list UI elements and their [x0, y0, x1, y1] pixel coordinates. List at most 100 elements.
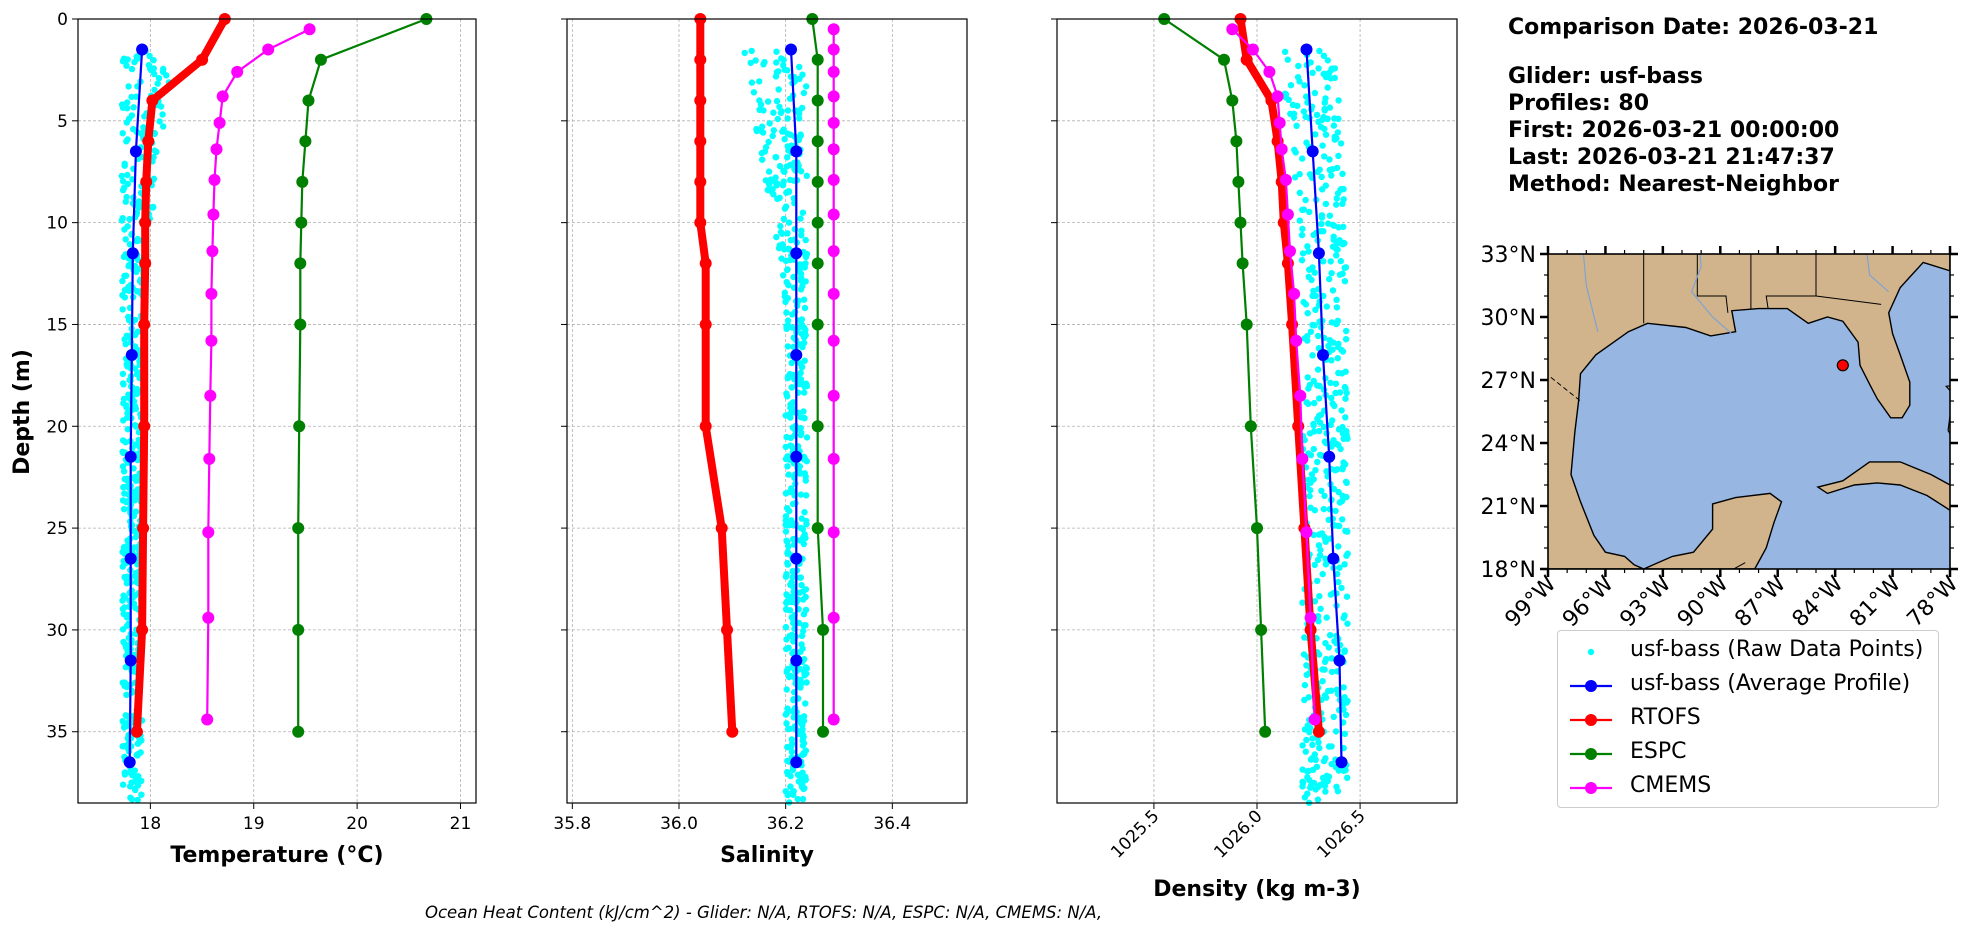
glider-avg-point	[125, 349, 138, 361]
raw-data-point	[1320, 757, 1328, 765]
raw-data-point	[776, 103, 783, 111]
raw-data-point	[1335, 426, 1343, 433]
espc-point	[1244, 420, 1257, 433]
raw-data-point	[741, 49, 748, 57]
cmems-point	[303, 23, 316, 36]
raw-data-point	[798, 330, 805, 338]
raw-data-point	[1311, 399, 1318, 407]
raw-data-point	[1337, 140, 1345, 147]
raw-data-point	[802, 593, 809, 601]
raw-data-point	[1327, 75, 1335, 82]
raw-data-point	[1296, 170, 1303, 178]
raw-data-point	[1320, 258, 1327, 265]
raw-data-point	[794, 795, 801, 803]
raw-data-point	[121, 294, 128, 301]
raw-data-point	[1309, 352, 1316, 359]
raw-data-point	[798, 632, 806, 639]
raw-data-point	[1298, 231, 1306, 239]
raw-data-point	[1289, 101, 1297, 109]
raw-data-point	[1303, 671, 1311, 678]
raw-data-point	[1299, 599, 1306, 606]
raw-data-point	[124, 99, 131, 106]
glider-avg-point	[1312, 247, 1325, 260]
raw-data-point	[123, 476, 130, 484]
raw-data-point	[1303, 399, 1310, 406]
rtofs-point	[142, 135, 155, 148]
raw-data-point	[1326, 337, 1334, 344]
raw-data-point	[124, 537, 131, 544]
raw-data-point	[790, 696, 797, 704]
raw-data-point	[784, 549, 792, 556]
legend-symbol-cmems	[1570, 782, 1612, 794]
raw-data-point	[799, 742, 807, 749]
raw-data-point	[124, 136, 131, 143]
espc-point	[294, 318, 307, 331]
raw-data-point	[789, 615, 796, 622]
raw-data-point	[1307, 487, 1314, 494]
raw-data-point	[759, 156, 766, 163]
raw-data-point	[1305, 694, 1313, 701]
glider-name: Glider: usf-bass	[1508, 64, 1703, 89]
y-tick-label: 20	[46, 417, 68, 437]
raw-data-point	[1314, 366, 1322, 373]
espc-point	[299, 135, 312, 148]
raw-data-point	[802, 586, 810, 593]
raw-data-point	[784, 463, 791, 470]
cmems-point	[213, 116, 226, 129]
glider-avg-point	[129, 145, 142, 158]
raw-data-point	[125, 83, 132, 90]
raw-data-point	[797, 524, 804, 532]
raw-data-point	[1338, 185, 1345, 193]
lon-label: 84°W	[1788, 571, 1849, 632]
raw-data-point	[132, 423, 140, 430]
raw-data-point	[788, 359, 795, 367]
raw-data-point	[1282, 91, 1290, 98]
raw-data-point	[1291, 174, 1299, 181]
raw-data-point	[788, 384, 795, 391]
raw-data-point	[1330, 485, 1338, 493]
raw-data-point	[151, 86, 158, 94]
legend-item-glider: usf-bass (Average Profile)	[1558, 669, 1938, 703]
cmems-point	[1281, 208, 1294, 221]
raw-data-point	[1328, 668, 1336, 676]
raw-data-point	[787, 783, 794, 790]
raw-data-point	[784, 757, 791, 765]
raw-data-point	[134, 235, 141, 243]
y-tick-label: 5	[57, 112, 68, 132]
raw-data-point	[780, 126, 787, 133]
raw-data-point	[783, 309, 790, 316]
raw-data-point	[779, 230, 786, 237]
raw-data-point	[786, 507, 793, 515]
raw-data-point	[123, 62, 130, 69]
raw-data-point	[156, 118, 163, 125]
glider-avg-point	[790, 450, 803, 463]
raw-data-point	[1334, 164, 1341, 172]
raw-data-point	[1307, 724, 1314, 732]
cmems-point	[1226, 23, 1239, 36]
raw-data-point	[773, 69, 781, 76]
raw-data-point	[795, 730, 803, 737]
rtofs-point	[136, 623, 149, 636]
raw-data-point	[801, 509, 808, 516]
cmems-point	[1288, 287, 1301, 300]
raw-data-point	[784, 143, 791, 150]
raw-data-point	[1323, 468, 1330, 475]
espc-point	[811, 94, 824, 107]
raw-data-points	[741, 47, 811, 806]
raw-data-point	[1341, 612, 1348, 619]
cmems-point	[827, 287, 840, 300]
raw-data-point	[1321, 666, 1328, 673]
border-line	[1696, 254, 1729, 313]
raw-data-point	[785, 245, 792, 252]
raw-data-point	[1329, 346, 1336, 353]
raw-data-point	[1304, 333, 1311, 340]
espc-point	[811, 216, 824, 229]
espc-point	[1234, 216, 1247, 229]
comparison-info: Comparison Date: 2026-03-21 Glider: usf-…	[1508, 14, 1878, 198]
lon-label: 81°W	[1845, 571, 1906, 632]
glider-avg-point	[790, 756, 803, 769]
raw-data-point	[800, 296, 808, 303]
raw-data-point	[773, 48, 780, 55]
raw-data-point	[130, 104, 137, 111]
